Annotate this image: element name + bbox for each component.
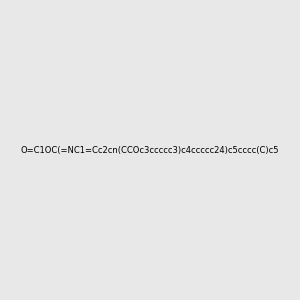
Text: O=C1OC(=NC1=Cc2cn(CCOc3ccccc3)c4ccccc24)c5cccc(C)c5: O=C1OC(=NC1=Cc2cn(CCOc3ccccc3)c4ccccc24)…: [21, 146, 279, 154]
